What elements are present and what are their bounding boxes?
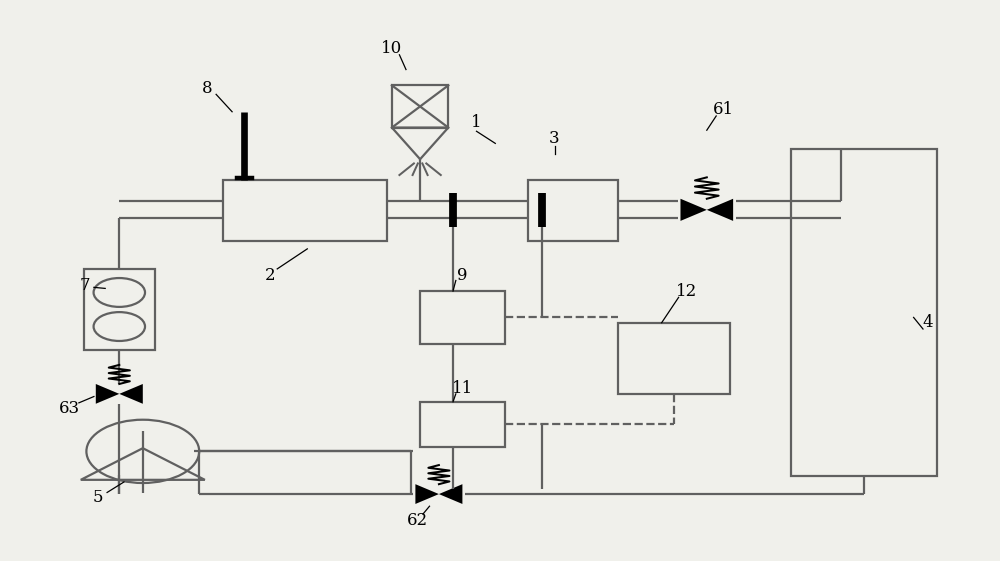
Bar xyxy=(420,291,505,344)
Bar xyxy=(84,269,155,350)
Bar xyxy=(791,149,937,476)
Text: 11: 11 xyxy=(452,380,473,397)
Text: 61: 61 xyxy=(713,100,734,118)
Bar xyxy=(223,180,387,241)
Text: 62: 62 xyxy=(407,512,428,529)
Bar xyxy=(618,323,730,394)
Bar xyxy=(392,85,448,127)
Polygon shape xyxy=(680,199,707,221)
Text: 4: 4 xyxy=(922,314,933,331)
Text: 7: 7 xyxy=(79,277,90,295)
Polygon shape xyxy=(439,484,462,504)
Polygon shape xyxy=(415,484,439,504)
Text: 5: 5 xyxy=(92,489,103,506)
Text: 12: 12 xyxy=(675,283,697,300)
Text: 10: 10 xyxy=(381,40,403,57)
Text: 2: 2 xyxy=(264,266,275,284)
Text: 1: 1 xyxy=(471,114,482,131)
Polygon shape xyxy=(119,384,143,404)
Text: 8: 8 xyxy=(201,80,212,96)
Bar xyxy=(528,180,618,241)
Polygon shape xyxy=(707,199,733,221)
Bar xyxy=(420,402,505,447)
Polygon shape xyxy=(96,384,119,404)
Text: 3: 3 xyxy=(549,130,560,146)
Text: 63: 63 xyxy=(59,399,80,417)
Text: 9: 9 xyxy=(457,266,468,284)
